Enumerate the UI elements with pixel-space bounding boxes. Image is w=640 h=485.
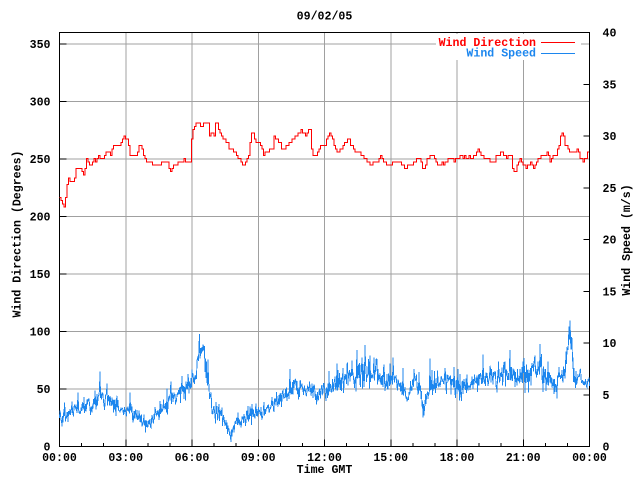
- svg-text:150: 150: [30, 269, 51, 282]
- svg-text:30: 30: [603, 131, 617, 144]
- svg-text:0: 0: [603, 442, 610, 455]
- svg-text:15:00: 15:00: [373, 452, 408, 465]
- svg-text:20: 20: [603, 235, 617, 248]
- svg-text:06:00: 06:00: [175, 452, 210, 465]
- svg-text:Wind Direction: Wind Direction: [439, 37, 536, 50]
- svg-text:350: 350: [30, 39, 51, 52]
- svg-text:18:00: 18:00: [440, 452, 475, 465]
- svg-text:35: 35: [603, 79, 617, 92]
- svg-text:Wind Direction (Degrees): Wind Direction (Degrees): [12, 151, 25, 318]
- svg-text:0: 0: [44, 442, 51, 455]
- svg-text:21:00: 21:00: [506, 452, 541, 465]
- svg-text:100: 100: [30, 327, 51, 340]
- svg-text:Wind Speed: Wind Speed: [466, 48, 536, 61]
- svg-text:25: 25: [603, 183, 617, 196]
- svg-text:Wind Speed (m/s): Wind Speed (m/s): [621, 184, 634, 295]
- svg-text:15: 15: [603, 286, 617, 299]
- svg-text:00:00: 00:00: [42, 452, 77, 465]
- svg-text:250: 250: [30, 154, 51, 167]
- svg-text:10: 10: [603, 338, 617, 351]
- svg-text:09:00: 09:00: [241, 452, 276, 465]
- svg-text:40: 40: [603, 28, 617, 41]
- svg-text:03:00: 03:00: [108, 452, 143, 465]
- svg-text:Time GMT: Time GMT: [297, 464, 353, 477]
- svg-text:09/02/05: 09/02/05: [297, 11, 353, 24]
- svg-text:200: 200: [30, 212, 51, 225]
- svg-text:5: 5: [603, 390, 610, 403]
- svg-text:00:00: 00:00: [572, 452, 607, 465]
- svg-text:12:00: 12:00: [307, 452, 342, 465]
- svg-text:300: 300: [30, 97, 51, 110]
- svg-text:50: 50: [37, 384, 51, 397]
